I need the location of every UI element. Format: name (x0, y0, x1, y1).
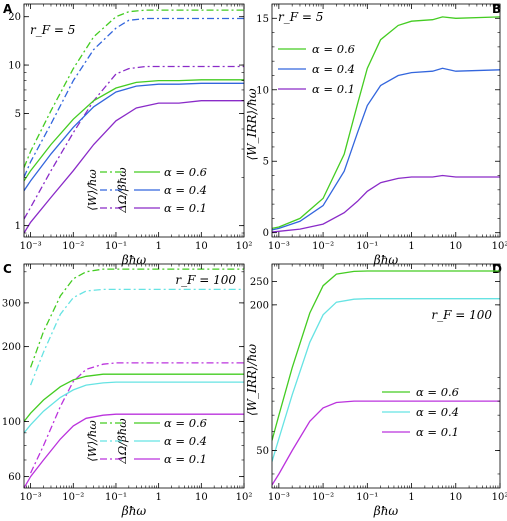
series-line (24, 9, 244, 168)
legend-style-label: ⟨W⟩/ħω (85, 169, 99, 211)
y-tick-label: 50 (256, 446, 269, 457)
plot-frame (23, 3, 245, 238)
x-axis-label: βħω (121, 504, 147, 518)
series-line (272, 16, 500, 230)
series-line (272, 400, 500, 486)
y-tick-label: 10 (8, 61, 21, 72)
x-tick-label: 10⁻¹ (356, 492, 378, 503)
y-tick-label: 5 (263, 157, 269, 168)
panel-annotation: r_F = 5 (278, 10, 323, 24)
plot-frame (271, 3, 501, 238)
x-tick-label: 10⁻³ (268, 241, 290, 252)
x-tick-label: 10⁻² (62, 492, 84, 503)
series-line (24, 413, 244, 488)
series-line (24, 100, 244, 234)
legend-style-label: ⟨W⟩/ħω (85, 420, 99, 462)
y-tick-label: 300 (2, 298, 21, 309)
x-axis-label: βħω (121, 253, 147, 267)
legend-label: α = 0.1 (164, 201, 207, 215)
x-tick-label: 10⁻¹ (356, 241, 378, 252)
series-line (24, 381, 244, 434)
panel-b: 10⁻³ 10⁻² 10⁻¹ 1 10 10² 0 5 10 15 βħω ⟨W_IRR⟩/ħω r_F… (245, 3, 507, 267)
legend-label: α = 0.1 (312, 82, 355, 96)
legend-label: α = 0.1 (164, 452, 207, 466)
plot-frame (23, 263, 245, 489)
x-tick-label: 10⁻² (312, 492, 334, 503)
x-tick-label: 10² (236, 241, 253, 252)
x-tick-label: 10 (449, 492, 462, 503)
x-tick-label: 10⁻¹ (105, 241, 127, 252)
legend-label: α = 0.4 (164, 183, 207, 197)
x-axis-label: βħω (373, 504, 399, 518)
panel-label-d: D (492, 262, 502, 276)
legend-label: α = 0.6 (164, 416, 207, 430)
y-tick-label: 10 (256, 85, 269, 96)
x-tick-label: 10⁻³ (268, 492, 290, 503)
x-tick-label: 10 (195, 241, 208, 252)
legend-label: α = 0.6 (416, 385, 459, 399)
y-tick-label: 1 (15, 221, 21, 232)
legend-label: α = 0.1 (416, 425, 459, 439)
panel-label-b: B (492, 2, 501, 16)
panel-d: 10⁻³ 10⁻² 10⁻¹ 1 10 10² 50 200 250 βħω ⟨W_IRR⟩/ħω r… (245, 263, 507, 518)
series-line (24, 17, 244, 178)
panel-label-a: A (3, 2, 13, 16)
panel-c: 10⁻³ 10⁻² 10⁻¹ 1 10 10² 60 100 200 300 βħω r_F = 10… (2, 263, 253, 518)
series-line (272, 270, 500, 441)
y-tick-label: 15 (256, 14, 269, 25)
x-tick-label: 10 (449, 241, 462, 252)
series-line (24, 65, 244, 220)
plot-frame (271, 263, 501, 489)
legend-label: α = 0.4 (416, 405, 459, 419)
series-line (24, 373, 244, 422)
y-tick-label: 60 (8, 472, 21, 483)
x-tick-label: 10⁻³ (20, 241, 42, 252)
x-tick-label: 10⁻² (62, 241, 84, 252)
x-tick-label: 10 (195, 492, 208, 503)
panel-annotation: r_F = 5 (30, 23, 75, 37)
x-tick-label: 10² (492, 241, 507, 252)
x-tick-label: 1 (155, 492, 161, 503)
x-tick-label: 1 (408, 492, 414, 503)
legend: α = 0.6 α = 0.4 α = 0.1 (382, 385, 459, 439)
legend-label: α = 0.6 (164, 165, 207, 179)
y-axis-label: ⟨W_IRR⟩/ħω (245, 88, 259, 160)
y-tick-label: 250 (250, 277, 269, 288)
x-tick-label: 10⁻¹ (105, 492, 127, 503)
series-line (272, 174, 500, 233)
x-tick-label: 10² (492, 492, 507, 503)
y-tick-label: 0 (263, 228, 269, 239)
series-line (272, 298, 500, 462)
series-line (29, 268, 244, 368)
series-line (24, 79, 244, 182)
y-tick-label: 100 (2, 417, 21, 428)
panel-annotation: r_F = 100 (431, 308, 492, 322)
y-tick-label: 200 (2, 342, 21, 353)
legend: α = 0.6 α = 0.4 α = 0.1 (278, 42, 355, 96)
legend: ⟨W⟩/ħω ΔΩ/βħω α = 0.6α = 0.4α = 0.1 (85, 165, 207, 215)
legend-label: α = 0.6 (312, 42, 355, 56)
series-line (24, 82, 244, 192)
panel-label-c: C (3, 262, 12, 276)
legend-label: α = 0.4 (164, 434, 207, 448)
panel-annotation: r_F = 100 (175, 273, 236, 287)
legend: ⟨W⟩/ħω ΔΩ/βħω α = 0.6α = 0.4α = 0.1 (85, 416, 207, 466)
series-line (272, 67, 500, 231)
series-line (29, 288, 244, 386)
x-tick-label: 1 (408, 241, 414, 252)
y-axis-label: ⟨W_IRR⟩/ħω (245, 344, 259, 416)
legend-label: α = 0.4 (312, 62, 355, 76)
panel-a: 10⁻³ 10⁻² 10⁻¹ 1 10 10² 1 5 10 20 βħω r_F = 5 ⟨W⟩/ħω… (8, 3, 253, 267)
x-tick-label: 10² (236, 492, 253, 503)
x-tick-label: 10⁻³ (20, 492, 42, 503)
series-line (30, 362, 244, 474)
x-tick-label: 10⁻² (312, 241, 334, 252)
y-tick-label: 200 (250, 300, 269, 311)
x-axis-label: βħω (373, 253, 399, 267)
y-tick-label: 20 (8, 12, 21, 23)
y-tick-label: 5 (15, 109, 21, 120)
x-tick-label: 1 (155, 241, 161, 252)
